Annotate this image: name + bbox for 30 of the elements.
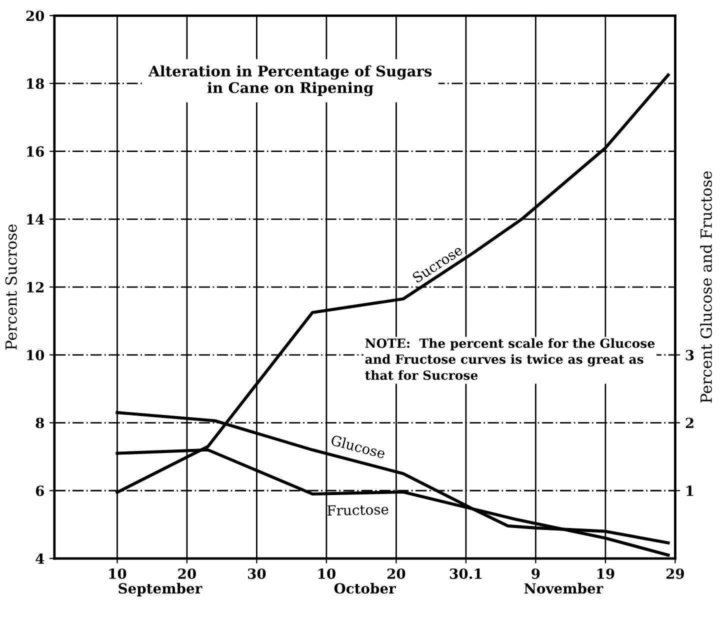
y-axis-title: Percent Sucrose bbox=[5, 224, 17, 350]
x-tick-label: 30.1 bbox=[450, 568, 482, 579]
y-tick-label: 18 bbox=[27, 78, 44, 89]
text: Alteration in Percentage of Sugars in Cane on Ripening bbox=[148, 65, 432, 96]
x-tick-label: 30 bbox=[248, 568, 266, 579]
x-tick-label: 9 bbox=[532, 568, 540, 579]
y2-axis-title: Percent Glucose and Fructose bbox=[700, 171, 712, 403]
y-tick-label: 20 bbox=[26, 10, 44, 22]
annotation: NOTE: The percent scale for the Glucose and Fructose curves is twice as great as that for Sucrose bbox=[365, 338, 655, 380]
x-tick-label: 20 bbox=[387, 568, 406, 579]
y-tick-label: 8 bbox=[36, 418, 44, 428]
x-tick-label: 10 bbox=[109, 568, 126, 579]
text: Glucose bbox=[330, 434, 386, 459]
y-tick-label: 4 bbox=[36, 553, 44, 564]
text: September bbox=[118, 582, 202, 596]
y-tick-label: 14 bbox=[27, 214, 44, 224]
series-label: Fructose bbox=[327, 504, 388, 516]
x-tick-label: 20 bbox=[178, 568, 196, 579]
y-tick-label: 10 bbox=[27, 350, 44, 360]
x-tick-label: 29 bbox=[666, 568, 684, 579]
y2-tick-label: 1 bbox=[686, 486, 694, 496]
y-tick-label: 16 bbox=[27, 146, 44, 157]
y2-tick-label: 2 bbox=[686, 418, 694, 428]
text: October bbox=[334, 582, 396, 594]
y2-tick-label: 3 bbox=[686, 350, 694, 360]
x-tick-label: 19 bbox=[597, 568, 614, 579]
text: November bbox=[524, 582, 604, 594]
x-tick-label: 10 bbox=[318, 568, 336, 579]
y-tick-label: 12 bbox=[27, 282, 44, 292]
y-tick-label: 6 bbox=[36, 486, 44, 496]
